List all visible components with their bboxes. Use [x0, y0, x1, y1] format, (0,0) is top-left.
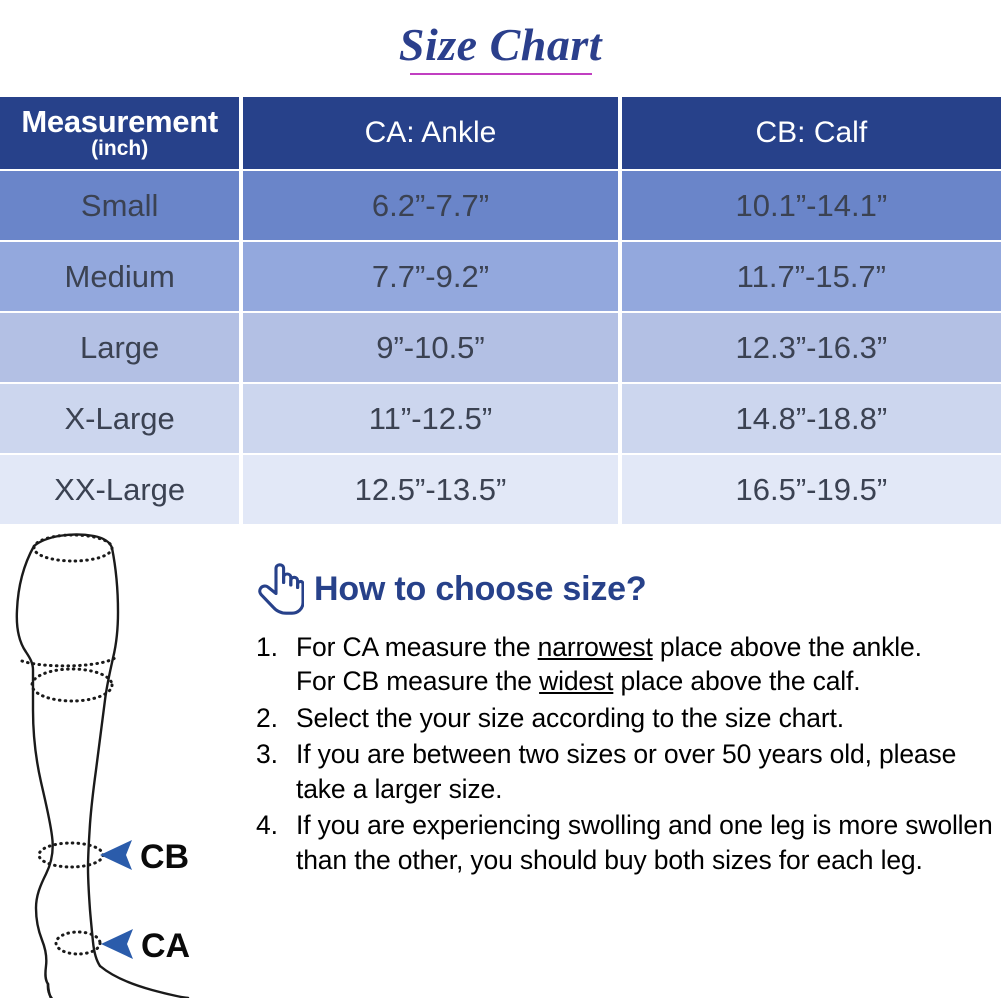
list-item-1: 1. For CA measure the narrowest place ab… — [256, 630, 1001, 699]
cell-cb-value: 14.8”-18.8” — [621, 384, 1001, 455]
cell-cb-value: 11.7”-15.7” — [621, 242, 1001, 313]
cell-cb-value: 12.3”-16.3” — [621, 313, 1001, 384]
header-measurement-unit: (inch) — [91, 136, 149, 160]
list-item-1-line2-pre: For CB measure the — [296, 666, 540, 697]
measure-ellipse-thigh-top — [32, 533, 114, 563]
measure-ellipse-knee — [30, 667, 114, 703]
list-item-2: 2. Select the your size according to the… — [256, 701, 1001, 735]
header-cb-label: CB: Calf — [755, 116, 868, 150]
table-row: Large 9”-10.5” 12.3”-16.3” — [0, 313, 1001, 384]
cell-size-name: Large — [0, 313, 244, 384]
list-item-1-widest-emphasis: widest — [539, 666, 614, 697]
list-item-3-text: If you are between two sizes or over 50 … — [296, 739, 957, 804]
list-item-number: 2. — [256, 702, 278, 733]
list-item-1-line1-post: place above the ankle. — [652, 632, 922, 662]
header-cell-cb-calf: CB: Calf — [621, 97, 1001, 171]
list-item-1-line2-post: place above the calf. — [613, 666, 861, 697]
table-header-row: Measurement (inch) CA: Ankle CB: Calf — [0, 97, 1001, 171]
measure-ellipse-calf — [37, 841, 105, 869]
list-item-4: 4. If you are experiencing swolling and … — [256, 808, 1001, 877]
header-measurement-label: Measurement — [21, 104, 218, 140]
header-ca-label: CA: Ankle — [364, 116, 497, 150]
cell-cb-value: 16.5”-19.5” — [621, 455, 1001, 524]
list-item-2-text: Select the your size according to the si… — [296, 702, 844, 733]
ca-arrow-icon — [101, 929, 133, 959]
cell-size-name: XX-Large — [0, 455, 244, 524]
measure-ellipse-ankle — [54, 930, 102, 956]
measure-line-mid-thigh — [20, 656, 117, 668]
cell-cb-value: 10.1”-14.1” — [621, 171, 1001, 242]
pointing-hand-icon — [258, 563, 304, 615]
how-to-steps-list: 1. For CA measure the narrowest place ab… — [256, 630, 1001, 877]
how-to-heading-label: How to choose size? — [314, 570, 647, 608]
size-chart-table: Measurement (inch) CA: Ankle CB: Calf Sm… — [0, 97, 1001, 524]
cb-marker: CB — [100, 838, 189, 876]
ca-label: CA — [141, 927, 190, 965]
cell-size-name: X-Large — [0, 384, 244, 455]
list-item-number: 4. — [256, 810, 278, 841]
how-to-choose-panel: How to choose size? 1. For CA measure th… — [256, 556, 1001, 879]
title-underline-rule — [409, 73, 592, 75]
list-item-number: 1. — [256, 632, 278, 662]
list-item-4-text: If you are experiencing swolling and one… — [296, 810, 993, 875]
table-body: Small 6.2”-7.7” 10.1”-14.1” Medium 7.7”-… — [0, 171, 1001, 524]
list-item-1-narrowest-emphasis: narrowest — [537, 632, 653, 662]
cell-ca-value: 11”-12.5” — [243, 384, 622, 455]
cell-ca-value: 9”-10.5” — [243, 313, 622, 384]
page-title-text: Size Chart — [398, 19, 603, 70]
cell-size-name: Medium — [0, 242, 244, 313]
cell-ca-value: 7.7”-9.2” — [243, 242, 622, 313]
leg-outline-diagram: CB CA — [15, 533, 190, 998]
cb-arrow-icon — [100, 840, 132, 870]
list-item-3: 3. If you are between two sizes or over … — [256, 737, 1001, 806]
table-row: Small 6.2”-7.7” 10.1”-14.1” — [0, 171, 1001, 242]
cell-size-name: Small — [0, 171, 244, 242]
cell-ca-value: 12.5”-13.5” — [243, 455, 622, 524]
list-item-1-line1-pre: For CA measure the — [296, 632, 538, 662]
table-header: Measurement (inch) CA: Ankle CB: Calf — [0, 97, 1001, 171]
list-item-number: 3. — [256, 739, 278, 770]
cell-ca-value: 6.2”-7.7” — [243, 171, 622, 242]
how-to-heading-row: How to choose size? — [256, 556, 1001, 622]
page-title: Size Chart — [0, 22, 1001, 75]
table-row: Medium 7.7”-9.2” 11.7”-15.7” — [0, 242, 1001, 313]
header-cell-measurement: Measurement (inch) — [0, 97, 244, 171]
ca-marker: CA — [101, 927, 190, 965]
header-cell-ca-ankle: CA: Ankle — [243, 97, 622, 171]
table-row: X-Large 11”-12.5” 14.8”-18.8” — [0, 384, 1001, 455]
cb-label: CB — [140, 838, 189, 876]
table-row: XX-Large 12.5”-13.5” 16.5”-19.5” — [0, 455, 1001, 524]
